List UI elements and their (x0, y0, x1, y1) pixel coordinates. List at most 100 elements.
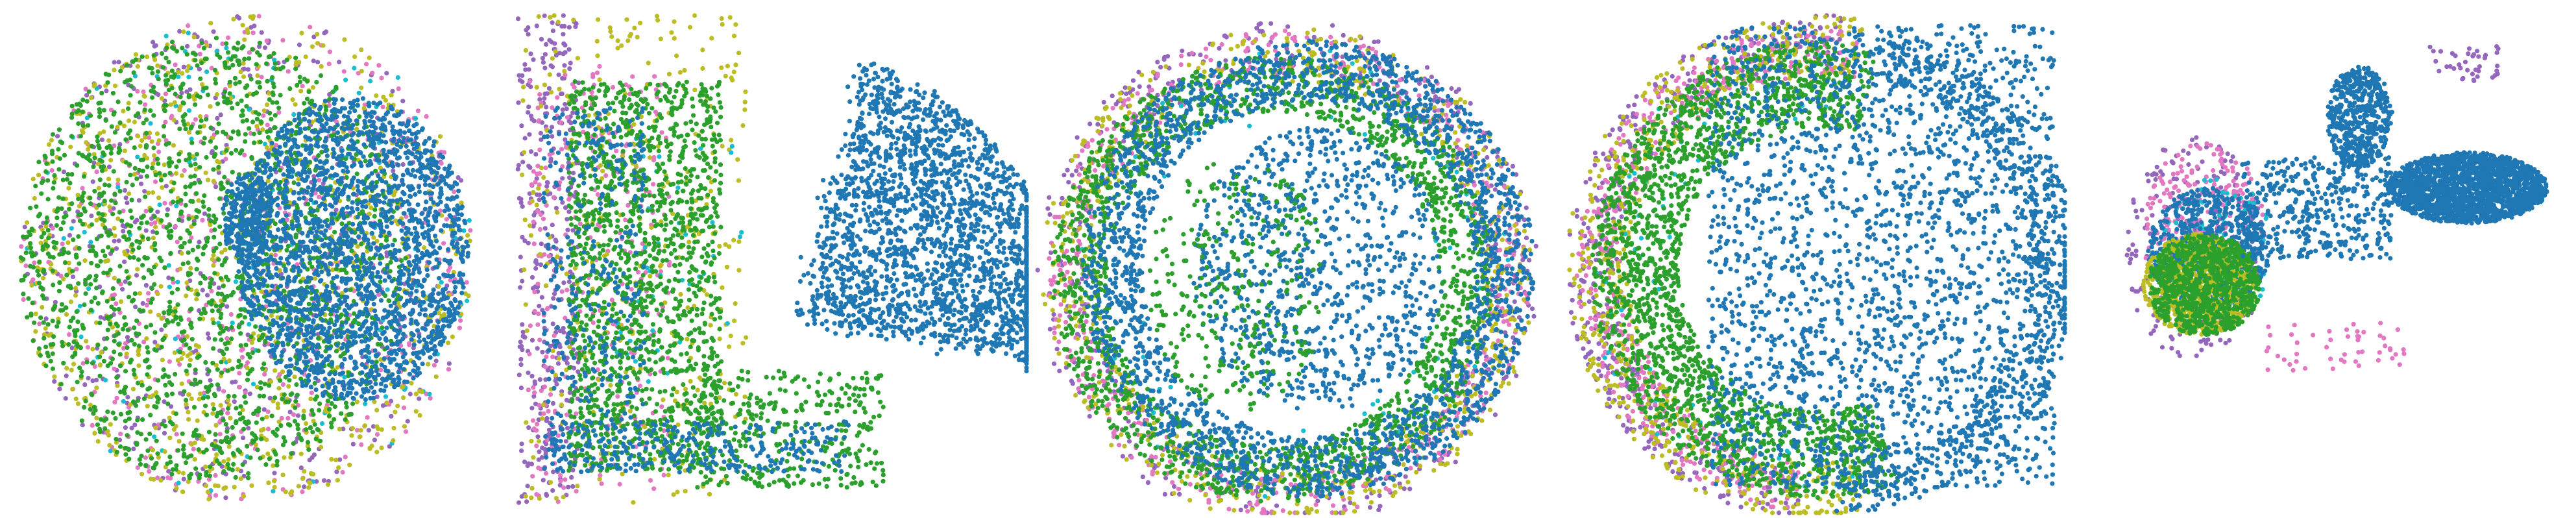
data-point (400, 190, 406, 195)
data-point (204, 85, 209, 90)
data-point (282, 123, 287, 129)
data-point (108, 158, 114, 163)
data-point (144, 55, 150, 60)
data-point (98, 315, 103, 320)
data-point (213, 432, 218, 437)
data-point (442, 166, 448, 171)
data-point (57, 280, 62, 285)
data-point (167, 284, 172, 290)
data-point (226, 466, 232, 471)
data-point (366, 312, 371, 317)
data-point (186, 317, 191, 322)
data-point (145, 164, 150, 169)
data-point (319, 354, 324, 359)
data-point (372, 207, 378, 212)
data-point (83, 399, 88, 404)
data-point (186, 410, 191, 415)
data-point (205, 489, 210, 495)
data-point (99, 350, 104, 355)
data-point (70, 387, 75, 392)
data-point (458, 318, 463, 323)
data-point (173, 309, 178, 314)
data-point (147, 431, 152, 437)
data-point (197, 353, 202, 359)
data-point (114, 301, 119, 306)
data-point (276, 419, 282, 425)
data-point (73, 351, 78, 356)
data-point (287, 410, 293, 415)
data-point (278, 152, 283, 157)
data-point (90, 248, 95, 253)
data-point (106, 316, 111, 321)
data-point (219, 450, 225, 456)
data-point (300, 84, 305, 89)
data-point (272, 125, 277, 130)
data-point (195, 130, 200, 135)
data-point (263, 338, 268, 344)
data-point (232, 484, 237, 489)
data-point (178, 85, 183, 90)
data-point (185, 43, 190, 49)
data-point (209, 66, 214, 71)
data-point (368, 79, 373, 84)
data-point (358, 434, 363, 439)
data-point (369, 385, 374, 390)
data-point (295, 82, 300, 88)
data-point (125, 63, 130, 68)
data-point (259, 158, 264, 163)
data-point (195, 418, 200, 423)
data-point (90, 378, 95, 384)
data-point (66, 240, 71, 245)
data-point (159, 51, 165, 56)
data-point (215, 484, 221, 489)
data-point (275, 401, 280, 406)
data-point (171, 117, 176, 123)
data-point (189, 396, 194, 402)
data-point (348, 287, 353, 292)
data-point (138, 462, 143, 467)
data-point (340, 251, 345, 256)
data-point (88, 195, 93, 201)
data-point (66, 186, 71, 191)
data-point (333, 392, 339, 397)
data-point (177, 362, 182, 367)
data-point (86, 89, 91, 94)
data-point (431, 287, 436, 292)
data-point (269, 284, 275, 289)
data-point (150, 297, 155, 302)
data-point (257, 40, 262, 45)
data-point (428, 340, 433, 345)
data-point (402, 324, 407, 329)
data-point (262, 45, 268, 51)
data-point (166, 308, 171, 314)
data-point (344, 175, 349, 180)
data-point (129, 338, 134, 343)
data-point (171, 199, 176, 204)
data-point (154, 131, 160, 136)
data-point (133, 304, 138, 310)
data-point (204, 154, 209, 160)
data-point (411, 376, 416, 381)
data-point (60, 241, 65, 247)
data-point (245, 360, 250, 365)
data-point (155, 69, 161, 74)
data-point (314, 229, 319, 234)
data-point (135, 89, 140, 94)
data-point (267, 91, 272, 96)
data-point (112, 233, 117, 238)
data-point (145, 372, 150, 377)
data-point (227, 79, 232, 84)
data-point (184, 402, 189, 407)
data-point (319, 445, 324, 450)
data-point (258, 456, 263, 461)
data-point (293, 62, 298, 68)
data-point (145, 448, 151, 453)
data-point (225, 410, 230, 416)
data-point (450, 239, 456, 244)
data-point (107, 204, 112, 210)
data-point (261, 108, 267, 114)
data-point (189, 325, 194, 330)
data-point (399, 258, 404, 264)
data-point (384, 401, 389, 406)
data-point (286, 173, 291, 179)
